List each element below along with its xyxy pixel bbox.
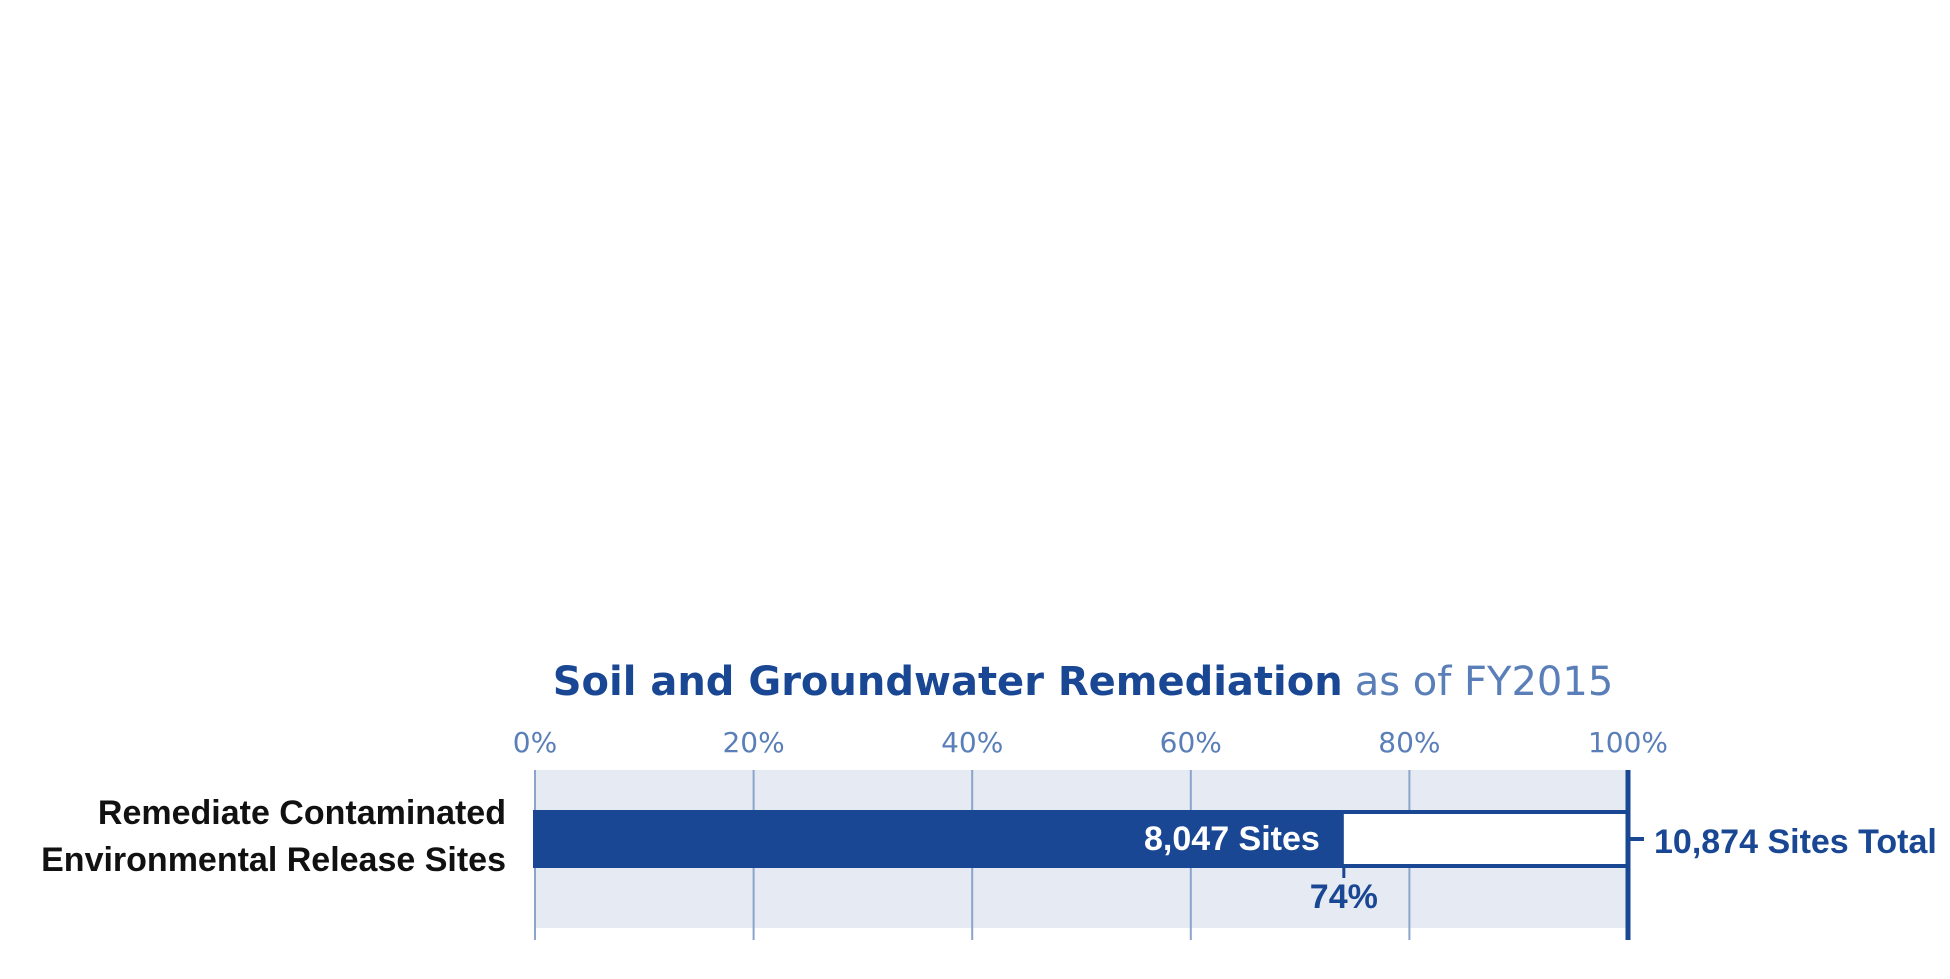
chart-title: Soil and Groundwater Remediation as of FY… xyxy=(553,659,1614,705)
chart-title-main: Soil and Groundwater Remediation xyxy=(553,659,1343,705)
x-tick-label-4: 80% xyxy=(1378,726,1440,759)
percent-complete-label: 74% xyxy=(1310,878,1378,916)
x-tick-label-5: 100% xyxy=(1588,726,1668,759)
plot-area: 0% 20% 40% 60% 80% 100% 8,047 Sites 10,874 Site… xyxy=(513,726,1937,940)
x-tick-label-3: 60% xyxy=(1160,726,1222,759)
completed-sites-label: 8,047 Sites xyxy=(1144,820,1320,858)
x-tick-label-2: 40% xyxy=(941,726,1003,759)
category-label-line-1: Remediate Contaminated xyxy=(98,794,506,832)
chart-title-date: as of FY2015 xyxy=(1355,659,1614,705)
completed-bar xyxy=(535,812,1344,866)
category-label-line-2: Environmental Release Sites xyxy=(41,841,506,879)
x-tick-label-0: 0% xyxy=(513,726,557,759)
total-sites-label: 10,874 Sites Total xyxy=(1654,823,1937,861)
x-tick-label-1: 20% xyxy=(722,726,784,759)
